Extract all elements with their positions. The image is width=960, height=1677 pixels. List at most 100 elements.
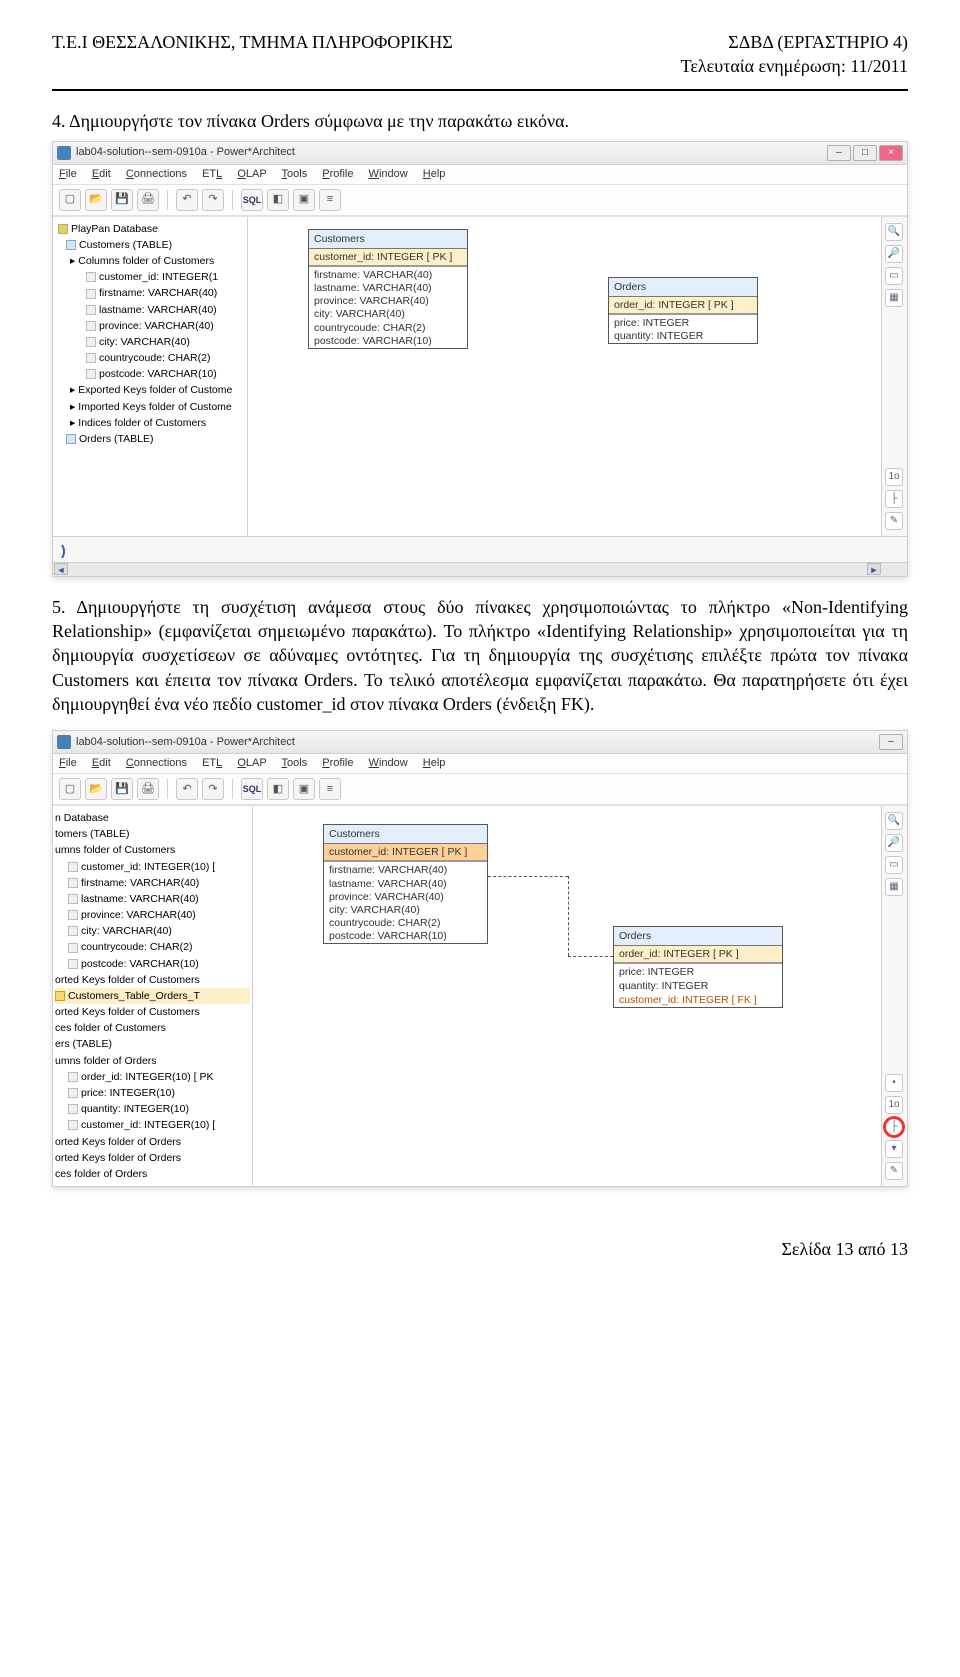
tree-item[interactable]: firstname: VARCHAR(40): [99, 286, 217, 300]
menu-profile[interactable]: Profile: [322, 757, 353, 769]
open-icon[interactable]: 📂: [85, 778, 107, 800]
relationship-line[interactable]: [488, 876, 568, 877]
tree-item[interactable]: customer_id: INTEGER(1: [99, 270, 218, 284]
tool-icon-3[interactable]: ≡: [319, 189, 341, 211]
panel-row[interactable]: city: VARCHAR(40): [324, 904, 487, 917]
zoom-in-icon[interactable]: 🔍: [885, 812, 903, 830]
panel-row[interactable]: price: INTEGER: [614, 966, 782, 979]
tree-pane[interactable]: PlayPan Database Customers (TABLE) ▸ Col…: [53, 217, 248, 536]
save-icon[interactable]: 💾: [111, 778, 133, 800]
tree-item[interactable]: umns folder of Orders: [55, 1054, 157, 1068]
tree-item[interactable]: umns folder of Customers: [55, 843, 175, 857]
sql-icon[interactable]: SQL: [241, 189, 263, 211]
save-icon[interactable]: 💾: [111, 189, 133, 211]
tool-icon-2[interactable]: ▣: [293, 778, 315, 800]
tree-item[interactable]: n Database: [55, 811, 109, 825]
minimize-button[interactable]: –: [827, 145, 851, 161]
tree-item[interactable]: customer_id: INTEGER(10) [: [81, 1118, 215, 1132]
design-canvas[interactable]: Customers customer_id: INTEGER [ PK ] fi…: [248, 217, 881, 536]
relationship-line-2[interactable]: [568, 956, 613, 957]
scroll-right-icon[interactable]: ►: [867, 563, 881, 575]
non-identifying-rel-icon[interactable]: ├: [885, 490, 903, 508]
panel-pk[interactable]: order_id: INTEGER [ PK ]: [609, 297, 757, 314]
maximize-button[interactable]: □: [853, 145, 877, 161]
identifying-rel-icon[interactable]: 1o: [885, 1096, 903, 1114]
panel-row[interactable]: price: INTEGER: [609, 317, 757, 330]
panel-row[interactable]: lastname: VARCHAR(40): [309, 282, 467, 295]
relationship-line-v[interactable]: [568, 876, 569, 956]
tree-root[interactable]: PlayPan Database: [71, 222, 158, 236]
orders-table-panel[interactable]: Orders order_id: INTEGER [ PK ] price: I…: [608, 277, 758, 345]
design-canvas[interactable]: Customers customer_id: INTEGER [ PK ] fi…: [253, 806, 881, 1186]
zoom-in-icon[interactable]: 🔍: [885, 223, 903, 241]
panel-row[interactable]: firstname: VARCHAR(40): [309, 269, 467, 282]
menu-etl[interactable]: ETL: [202, 168, 222, 180]
zoom-out-icon[interactable]: 🔎: [885, 834, 903, 852]
panel-pk-selected[interactable]: customer_id: INTEGER [ PK ]: [324, 844, 487, 861]
tool-icon[interactable]: ▦: [885, 878, 903, 896]
fit-icon[interactable]: ▭: [885, 267, 903, 285]
panel-pk[interactable]: customer_id: INTEGER [ PK ]: [309, 249, 467, 266]
tree-item[interactable]: province: VARCHAR(40): [99, 319, 214, 333]
panel-fk[interactable]: customer_id: INTEGER [ FK ]: [614, 993, 782, 1007]
redo-icon[interactable]: ↷: [202, 189, 224, 211]
tree-item[interactable]: Customers (TABLE): [79, 238, 172, 252]
tree-item[interactable]: countrycoude: CHAR(2): [99, 351, 210, 365]
identifying-rel-icon[interactable]: 1o: [885, 468, 903, 486]
tree-item[interactable]: price: INTEGER(10): [81, 1086, 175, 1100]
menu-etl[interactable]: ETL: [202, 757, 222, 769]
tree-item[interactable]: Exported Keys folder of Custome: [78, 383, 232, 397]
panel-row[interactable]: quantity: INTEGER: [609, 330, 757, 343]
tool-icon[interactable]: ◧: [267, 189, 289, 211]
tool-icon[interactable]: ▦: [885, 289, 903, 307]
scroll-left-icon[interactable]: ◄: [54, 563, 68, 575]
tool-icon[interactable]: ◧: [267, 778, 289, 800]
tool-icon[interactable]: ▾: [885, 1140, 903, 1158]
panel-row[interactable]: postcode: VARCHAR(10): [309, 335, 467, 348]
menu-connections[interactable]: Connections: [126, 757, 187, 769]
tool-icon-2[interactable]: ▣: [293, 189, 315, 211]
new-icon[interactable]: ▢: [59, 189, 81, 211]
tool-icon[interactable]: ✎: [885, 512, 903, 530]
menu-window[interactable]: Window: [369, 168, 408, 180]
zoom-out-icon[interactable]: 🔎: [885, 245, 903, 263]
tree-item[interactable]: lastname: VARCHAR(40): [99, 303, 217, 317]
menu-help[interactable]: Help: [423, 757, 446, 769]
menu-file[interactable]: File: [59, 168, 77, 180]
tree-item[interactable]: postcode: VARCHAR(10): [81, 957, 199, 971]
redo-icon[interactable]: ↷: [202, 778, 224, 800]
tree-item[interactable]: quantity: INTEGER(10): [81, 1102, 189, 1116]
menubar[interactable]: File Edit Connections ETL OLAP Tools Pro…: [53, 165, 907, 185]
menu-profile[interactable]: Profile: [322, 168, 353, 180]
panel-row[interactable]: countrycoude: CHAR(2): [324, 917, 487, 930]
tree-item[interactable]: countrycoude: CHAR(2): [81, 940, 192, 954]
print-icon[interactable]: 🖨: [137, 189, 159, 211]
tree-item[interactable]: Indices folder of Customers: [78, 416, 206, 430]
open-icon[interactable]: 📂: [85, 189, 107, 211]
tree-item[interactable]: tomers (TABLE): [55, 827, 129, 841]
panel-row[interactable]: province: VARCHAR(40): [309, 295, 467, 308]
panel-row[interactable]: firstname: VARCHAR(40): [324, 864, 487, 877]
undo-icon[interactable]: ↶: [176, 778, 198, 800]
tree-item[interactable]: Imported Keys folder of Custome: [78, 400, 232, 414]
tree-item-selected[interactable]: Customers_Table_Orders_T: [68, 989, 200, 1003]
tool-icon[interactable]: ✎: [885, 1162, 903, 1180]
tree-item[interactable]: ces folder of Customers: [55, 1021, 166, 1035]
menu-tools[interactable]: Tools: [282, 168, 308, 180]
customers-table-panel[interactable]: Customers customer_id: INTEGER [ PK ] fi…: [308, 229, 468, 349]
tree-item[interactable]: lastname: VARCHAR(40): [81, 892, 199, 906]
menu-help[interactable]: Help: [423, 168, 446, 180]
fit-icon[interactable]: ▭: [885, 856, 903, 874]
panel-row[interactable]: lastname: VARCHAR(40): [324, 878, 487, 891]
tree-item[interactable]: Orders (TABLE): [79, 432, 153, 446]
panel-row[interactable]: city: VARCHAR(40): [309, 308, 467, 321]
print-icon[interactable]: 🖨: [137, 778, 159, 800]
tool-icon-3[interactable]: ≡: [319, 778, 341, 800]
tree-pane[interactable]: n Database tomers (TABLE) umns folder of…: [53, 806, 253, 1186]
menu-tools[interactable]: Tools: [282, 757, 308, 769]
tree-item[interactable]: postcode: VARCHAR(10): [99, 367, 217, 381]
close-button[interactable]: ×: [879, 145, 903, 161]
tree-item[interactable]: province: VARCHAR(40): [81, 908, 196, 922]
sql-icon[interactable]: SQL: [241, 778, 263, 800]
tree-item[interactable]: ers (TABLE): [55, 1037, 112, 1051]
